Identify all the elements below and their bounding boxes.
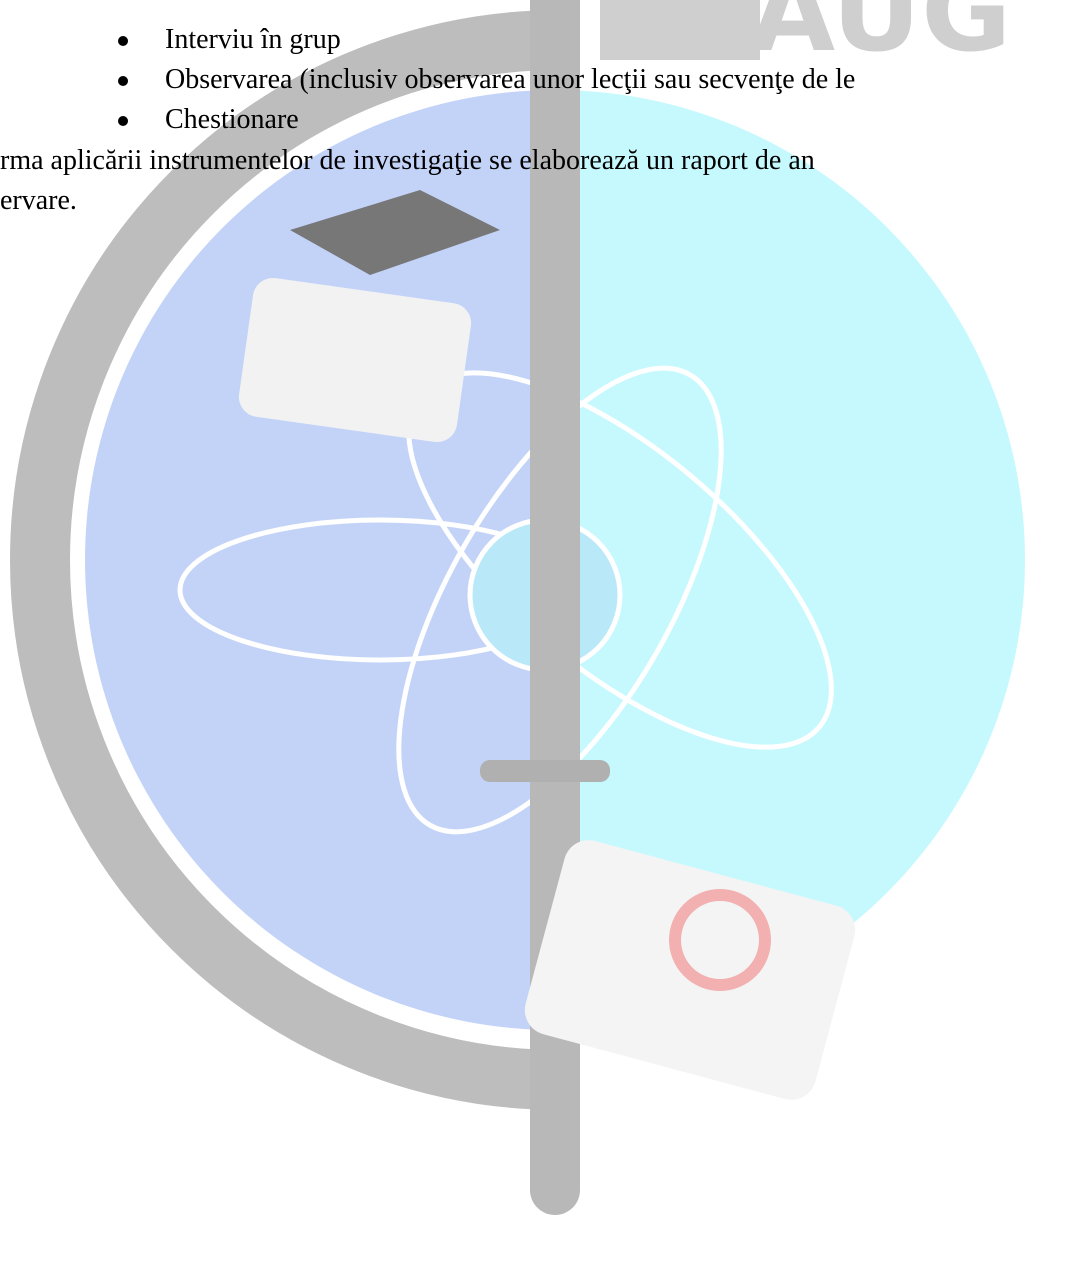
bullet	[118, 36, 128, 46]
bullet	[118, 76, 128, 86]
tube-rim	[480, 760, 610, 782]
bullet	[118, 116, 128, 126]
page: AUG Interviu în grup Observarea (inclusi…	[0, 0, 1074, 1270]
watermark-logo: AUG	[0, 0, 1074, 1270]
list-item: Interviu în grup	[165, 20, 341, 60]
paragraph-line: ervare.	[0, 181, 77, 221]
list-item: Observarea (inclusiv observarea unor lec…	[165, 60, 855, 100]
paragraph-line: rma aplicării instrumentelor de investig…	[0, 141, 815, 181]
list-item: Chestionare	[165, 100, 299, 140]
logo-letters	[600, 0, 760, 60]
